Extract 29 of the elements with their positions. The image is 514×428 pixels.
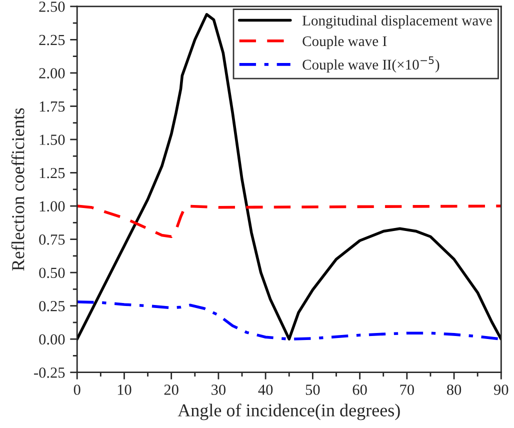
y-axis-title: Reflection coefficients bbox=[11, 108, 24, 271]
x-tick-label: 70 bbox=[400, 384, 414, 395]
x-tick-label: 80 bbox=[446, 384, 462, 395]
line-series bbox=[77, 13, 502, 340]
y-tick-label: 1.75 bbox=[40, 101, 65, 112]
legend-label: Couple wave II(×10$^{−5}$) bbox=[302, 56, 440, 73]
legend-label: Longitudinal displacement wave bbox=[302, 15, 492, 29]
y-tick-label: 2.00 bbox=[39, 68, 65, 78]
x-tick-label: 60 bbox=[352, 384, 367, 395]
x-tick-label: 10 bbox=[118, 384, 132, 395]
y-tick-label: 2.25 bbox=[39, 34, 65, 46]
y-tick-label: 2.50 bbox=[39, 2, 65, 12]
x-tick-label: 40 bbox=[258, 384, 273, 395]
x-tick-label: 90 bbox=[494, 384, 508, 395]
y-tick-label: 0.25 bbox=[39, 300, 65, 312]
x-tick-label: 50 bbox=[306, 384, 320, 395]
y-tick-label: 0.75 bbox=[39, 234, 65, 245]
x-tick-label: 30 bbox=[212, 384, 226, 395]
y-tick-label: 0.50 bbox=[39, 268, 65, 278]
line-series bbox=[77, 204, 502, 238]
x-axis-title: Angle of incidence(in degrees) bbox=[178, 404, 400, 420]
y-tick-label: 1.50 bbox=[40, 134, 65, 146]
y-tick-label: -0.25 bbox=[34, 368, 65, 378]
x-tick-label: 20 bbox=[164, 384, 178, 395]
x-tick-label: 0 bbox=[74, 384, 80, 395]
legend-label: Couple wave I bbox=[302, 36, 387, 50]
y-tick-label: 0.00 bbox=[39, 334, 65, 345]
y-tick-label: 1.25 bbox=[40, 168, 65, 178]
y-tick-label: 1.00 bbox=[40, 201, 65, 212]
